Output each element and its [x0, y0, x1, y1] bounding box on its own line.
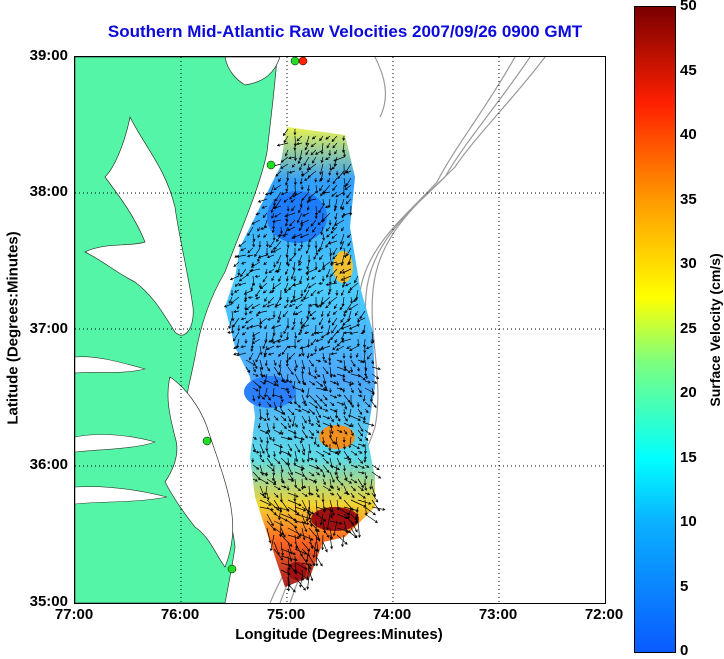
colorbar-gradient [635, 7, 675, 652]
station-marker [227, 564, 237, 574]
colorbar-label: Surface Velocity (cm/s) [707, 253, 723, 407]
y-tick-36: 36:00 [29, 456, 68, 473]
station-marker [290, 57, 300, 66]
velocity-coverage-area [225, 127, 375, 587]
colorbar-tick-40: 40 [680, 126, 697, 143]
station-marker-offline [298, 57, 308, 66]
colorbar-tick-45: 45 [680, 62, 697, 79]
station-marker [202, 436, 212, 446]
delaware-bay [224, 57, 281, 86]
x-tick-73: 73:00 [478, 606, 518, 623]
y-tick-35: 35:00 [29, 593, 68, 610]
colorbar-tick-20: 20 [680, 384, 697, 401]
radar-stations [202, 57, 308, 574]
colorbar-tick-5: 5 [680, 578, 689, 595]
y-tick-38: 38:00 [29, 183, 68, 200]
x-tick-76: 76:00 [160, 606, 200, 623]
colorbar-tick-50: 50 [680, 0, 697, 14]
map-canvas [75, 57, 605, 603]
station-marker [266, 160, 276, 170]
colorbar-tick-30: 30 [680, 255, 697, 272]
pamlico-sound [164, 376, 234, 568]
velocity-vectors [223, 128, 386, 593]
colorbar-tick-35: 35 [680, 191, 697, 208]
y-tick-39: 39:00 [29, 47, 68, 64]
velocity-field [223, 127, 386, 593]
chesapeake-bay [84, 115, 194, 336]
colorbar-tick-10: 10 [680, 513, 697, 530]
x-tick-77: 77:00 [54, 606, 94, 623]
velocity-low-spot [267, 191, 327, 243]
colorbar-tick-25: 25 [680, 320, 697, 337]
map-title: Southern Mid-Atlantic Raw Velocities 200… [107, 22, 583, 41]
colorbar-tick-0: 0 [680, 642, 689, 659]
colorbar [634, 6, 676, 653]
estuary-inlet-3 [75, 356, 147, 374]
velocity-high-core-south [311, 507, 359, 531]
x-tick-74: 74:00 [372, 606, 412, 623]
y-tick-37: 37:00 [29, 320, 68, 337]
estuary-inlet-2 [75, 486, 168, 505]
x-tick-75: 75:00 [266, 606, 306, 623]
velocity-moderate-spot [333, 251, 353, 283]
x-axis-label: Longitude (Degrees:Minutes) [235, 626, 443, 643]
x-tick-72: 72:00 [584, 606, 624, 623]
colorbar-tick-15: 15 [680, 449, 697, 466]
map-plot-area[interactable] [74, 56, 606, 604]
estuary-inlet-1 [75, 434, 157, 453]
